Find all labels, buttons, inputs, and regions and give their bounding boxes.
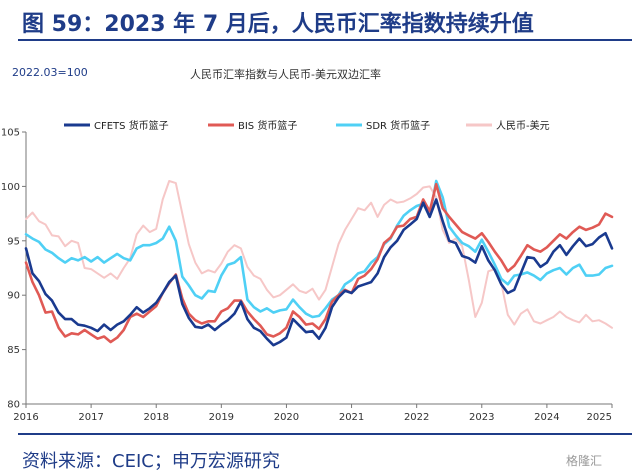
legend-label: 人民币-美元 — [496, 119, 550, 132]
x-tick-label: 2022 — [404, 412, 429, 423]
source-note: 资料来源：CEIC；申万宏源研究 — [22, 451, 280, 472]
y-tick-label: 85 — [7, 345, 20, 356]
x-tick-label: 2025 — [587, 412, 612, 423]
legend: CFETS 货币篮子 BIS 货币篮子 SDR 货币篮子 人民币-美元 — [64, 119, 550, 132]
title-rule — [18, 39, 632, 41]
base-note: 2022.03=100 — [12, 66, 88, 79]
series-line-1 — [24, 182, 614, 344]
legend-label: BIS 货币篮子 — [238, 119, 297, 132]
y-tick-label: 100 — [1, 182, 20, 193]
y-tick-label: 90 — [7, 291, 20, 302]
x-axis: 2016 2017 2018 2019 2020 2021 2022 2023 2024 2025 — [13, 403, 613, 423]
y-tick-label: 95 — [7, 236, 20, 247]
watermark-text: 格隆汇 — [566, 454, 603, 468]
x-tick-label: 2020 — [274, 412, 299, 423]
series-line-3 — [25, 180, 613, 329]
footer-rule — [18, 433, 632, 435]
series-line-0 — [24, 198, 614, 347]
y-tick-label: 80 — [7, 400, 20, 411]
series-lines — [24, 179, 614, 347]
x-tick-label: 2018 — [143, 412, 168, 423]
chart-title: 人民币汇率指数与人民币-美元双边汇率 — [190, 68, 381, 81]
x-tick-label: 2016 — [13, 412, 38, 423]
page-title: 图 59：2023 年 7 月后，人民币汇率指数持续升值 — [22, 12, 534, 37]
series-line-2 — [24, 179, 614, 319]
legend-label: SDR 货币篮子 — [366, 119, 430, 132]
x-tick-label: 2017 — [78, 412, 103, 423]
x-tick-label: 2021 — [339, 412, 364, 423]
x-tick-label: 2024 — [534, 412, 559, 423]
x-tick-label: 2019 — [209, 412, 234, 423]
y-tick-label: 105 — [1, 128, 20, 139]
legend-label: CFETS 货币篮子 — [94, 119, 169, 132]
y-axis: 80 85 90 95 100 105 — [1, 128, 27, 411]
x-tick-label: 2023 — [469, 412, 494, 423]
